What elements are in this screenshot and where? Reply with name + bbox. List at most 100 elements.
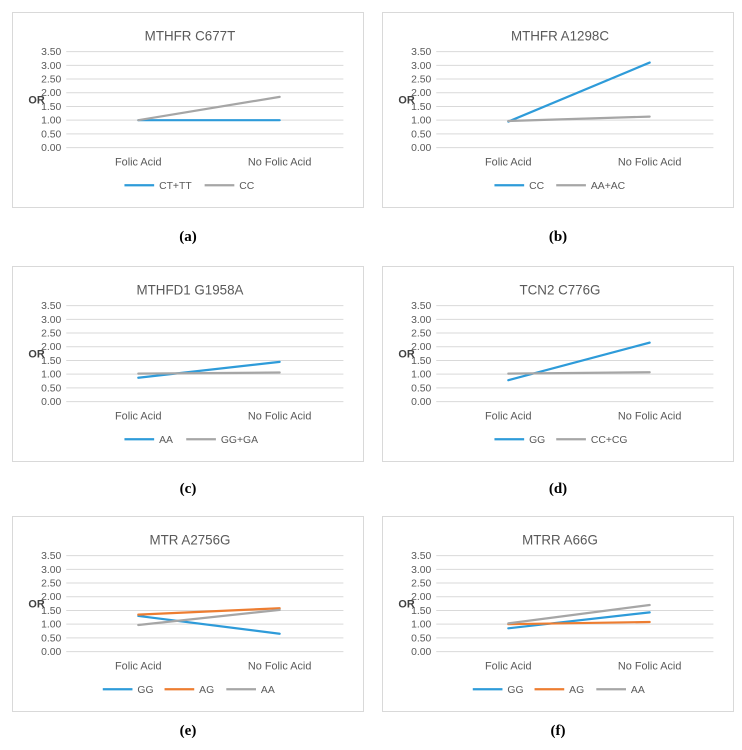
legend-label-AA: AA [261,685,275,696]
y-tick-label: 2.50 [411,578,431,589]
legend-label-CC: CC [529,181,544,192]
y-tick-label: 3.50 [41,47,61,58]
y-tick-label: 3.00 [41,565,61,576]
y-axis-label: OR [28,599,44,611]
legend-label-CC+CG: CC+CG [591,435,628,446]
series-line-CC [507,61,651,123]
y-tick-label: 0.50 [41,633,61,644]
x-category-label: No Folic Acid [248,156,311,168]
x-category-label: Folic Acid [115,410,162,422]
x-category-label: No Folic Acid [248,410,311,422]
y-tick-label: 2.50 [41,578,61,589]
y-tick-label: 0.50 [41,383,61,394]
y-tick-label: 1.00 [41,620,61,631]
chart-title: MTHFR C677T [145,29,236,44]
legend-label-GG: GG [137,685,153,696]
figure-caption-b: (b) [548,228,568,245]
y-tick-label: 1.50 [411,102,431,113]
chart-title: MTR A2756G [150,533,231,548]
y-tick-label: 1.00 [411,116,431,127]
chart-title: TCN2 C776G [520,283,601,298]
y-tick-label: 3.00 [411,315,431,326]
legend-label-AA: AA [631,685,645,696]
legend-label-GG+GA: GG+GA [221,435,258,446]
series-line-GG [507,611,651,630]
series-line-AA+AC [507,115,651,123]
y-tick-label: 2.00 [411,88,431,99]
line-chart-a: MTHFR C677T 0.00 0.50 1.00 1.50 2.00 2.50 3.00 3… [28,29,344,192]
series-line-GG [137,614,281,635]
y-tick-label: 1.50 [41,102,61,113]
figure-caption-f: (f) [550,722,566,739]
legend-label-AG: AG [199,685,214,696]
series-line-CC [137,95,281,122]
caption-row-2: (c) (d) [12,462,734,516]
chart-panel-b: MTHFR A1298C 0.00 0.50 1.00 1.50 2.00 2.50 3.00… [382,12,734,208]
chart-panel-f: MTRR A66G 0.00 0.50 1.00 1.50 2.00 2.50 3.00 3.5… [382,516,734,712]
chart-panel-a: MTHFR C677T 0.00 0.50 1.00 1.50 2.00 2.50 3.00 3… [12,12,364,208]
line-chart-f: MTRR A66G 0.00 0.50 1.00 1.50 2.00 2.50 3.00 3.5… [398,533,714,696]
legend-label-AA+AC: AA+AC [591,181,626,192]
chart-title: MTHFD1 G1958A [137,283,244,298]
y-tick-label: 2.00 [41,592,61,603]
line-chart-d: TCN2 C776G 0.00 0.50 1.00 1.50 2.00 2.50 3.00 3.… [398,283,714,446]
y-tick-label: 2.50 [411,74,431,85]
y-tick-label: 0.00 [411,397,431,408]
y-tick-label: 3.00 [41,61,61,72]
y-tick-label: 3.50 [411,301,431,312]
series-line-AG [137,607,281,616]
chart-title: MTRR A66G [522,533,598,548]
y-tick-label: 1.50 [41,356,61,367]
series-line-AA [137,360,281,379]
caption-row-1: (a) (b) [12,208,734,266]
y-tick-label: 2.50 [41,74,61,85]
y-tick-label: 0.50 [411,383,431,394]
line-chart-c: MTHFD1 G1958A 0.00 0.50 1.00 1.50 2.00 2.50 3.0… [28,283,344,446]
legend-label-AG: AG [569,685,584,696]
y-tick-label: 1.50 [411,606,431,617]
y-tick-label: 0.00 [41,647,61,658]
figure-caption-d: (d) [548,480,568,497]
y-tick-label: 0.50 [41,129,61,140]
legend-label-CT+TT: CT+TT [159,181,192,192]
y-tick-label: 1.50 [41,606,61,617]
y-axis-label: OR [398,599,414,611]
y-tick-label: 0.00 [411,647,431,658]
y-tick-label: 3.50 [41,301,61,312]
y-axis-label: OR [28,349,44,361]
y-tick-label: 1.00 [41,370,61,381]
series-line-AA [137,608,281,627]
legend-label-GG: GG [529,435,545,446]
chart-title: MTHFR A1298C [511,29,609,44]
x-category-label: No Folic Acid [618,410,681,422]
x-category-label: No Folic Acid [618,660,681,672]
series-line-AA [507,603,651,625]
y-tick-label: 3.00 [411,61,431,72]
legend-label-CC: CC [239,181,254,192]
figure-caption-c: (c) [179,480,197,497]
x-category-label: No Folic Acid [618,156,681,168]
x-category-label: Folic Acid [485,156,532,168]
legend-label-AA: AA [159,435,173,446]
y-tick-label: 3.00 [411,565,431,576]
y-tick-label: 0.00 [41,397,61,408]
y-tick-label: 0.50 [411,633,431,644]
x-category-label: Folic Acid [485,410,532,422]
charts-row-3: MTR A2756G 0.00 0.50 1.00 1.50 2.00 2.50 3.00 3.… [12,516,734,712]
charts-row-2: MTHFD1 G1958A 0.00 0.50 1.00 1.50 2.00 2.50 3.0… [12,266,734,462]
y-tick-label: 2.00 [41,88,61,99]
y-tick-label: 1.00 [411,620,431,631]
y-tick-label: 1.50 [411,356,431,367]
y-tick-label: 0.00 [41,143,61,154]
y-tick-label: 2.00 [411,342,431,353]
x-category-label: Folic Acid [115,660,162,672]
x-category-label: Folic Acid [485,660,532,672]
y-axis-label: OR [398,349,414,361]
line-chart-b: MTHFR A1298C 0.00 0.50 1.00 1.50 2.00 2.50 3.00… [398,29,714,192]
y-tick-label: 3.50 [411,47,431,58]
y-tick-label: 1.00 [411,370,431,381]
x-category-label: Folic Acid [115,156,162,168]
series-line-CC+CG [507,371,651,375]
chart-panel-d: TCN2 C776G 0.00 0.50 1.00 1.50 2.00 2.50 3.00 3.… [382,266,734,462]
